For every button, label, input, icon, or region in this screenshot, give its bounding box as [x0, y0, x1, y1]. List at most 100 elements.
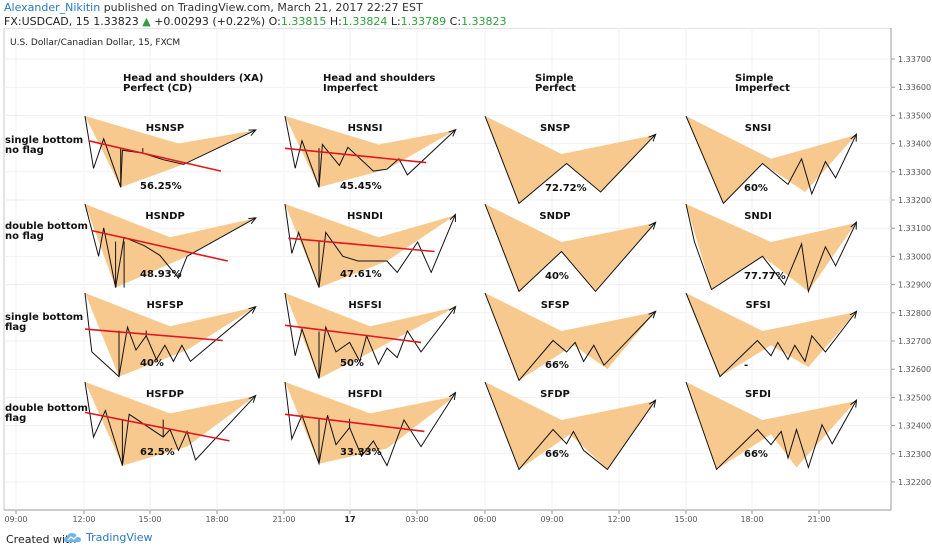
- row-label: no flag: [5, 231, 44, 242]
- pattern-fill: [485, 382, 655, 470]
- chart-title: U.S. Dollar/Canadian Dollar, 15, FXCM: [10, 38, 180, 48]
- pattern-name: HSFDP: [146, 389, 184, 400]
- neckline: [84, 328, 223, 342]
- time-tick-label: 12:00: [72, 515, 95, 524]
- column-header: Imperfect: [735, 83, 790, 94]
- pattern-fill: [285, 116, 455, 188]
- pattern-fill: [485, 204, 655, 292]
- pattern-name: SFSI: [746, 300, 771, 311]
- pattern-cell: SNSP 72.72%: [484, 115, 655, 205]
- time-tick-label: 09:00: [540, 515, 563, 524]
- pattern-cell: SNDI 77.77%: [685, 203, 856, 294]
- neckline: [288, 237, 435, 253]
- price-path: [84, 292, 255, 378]
- pattern-percent: 60%: [744, 183, 768, 194]
- price-path: [284, 115, 455, 188]
- pattern-percent: 40%: [545, 271, 569, 282]
- chart-canvas[interactable]: U.S. Dollar/Canadian Dollar, 15, FXCM 1.…: [0, 28, 932, 528]
- pattern-percent: 33.33%: [340, 447, 382, 458]
- time-tick-label: 15:00: [674, 515, 697, 524]
- price-tick-label: 1.32900: [898, 281, 931, 290]
- pattern-cell: SFDP 66%: [484, 381, 655, 471]
- price-path: [484, 381, 655, 471]
- pattern-cell: SFSI -: [685, 292, 856, 378]
- author-link[interactable]: Alexander_Nikitin: [4, 1, 101, 14]
- pattern-name: SNSI: [745, 123, 772, 134]
- column-headers: Head and shoulders (XA)Perfect (CD) Head …: [123, 73, 790, 94]
- price-path: [484, 292, 655, 382]
- change-arrow-icon: ▲: [142, 15, 151, 28]
- row-label: no flag: [5, 145, 44, 156]
- pattern-fill: [85, 116, 255, 188]
- price-path: [84, 115, 255, 188]
- pattern-fill: [686, 382, 856, 470]
- row-label: double bottom: [5, 403, 88, 414]
- last-price: 1.33823: [93, 15, 139, 28]
- neckline: [88, 139, 222, 172]
- price-tick-label: 1.33300: [898, 168, 931, 177]
- column-header: Head and shoulders: [323, 73, 435, 84]
- price-tick-label: 1.33100: [898, 224, 931, 233]
- pattern-name: SFDP: [540, 389, 570, 400]
- pattern-cell: HSFDI 33.33%: [284, 381, 455, 467]
- pattern-cell: HSFSP 40%: [84, 292, 255, 378]
- pattern-name: SFDI: [745, 389, 771, 400]
- pattern-name: SNDI: [744, 211, 772, 222]
- pattern-fill: [686, 116, 856, 204]
- price-tick-label: 1.33500: [898, 111, 931, 120]
- price-path: [685, 292, 856, 378]
- published-text: published on TradingView.com, March 21, …: [103, 1, 423, 14]
- price-tick-label: 1.32600: [898, 365, 931, 374]
- pattern-name: HSFSI: [348, 300, 381, 311]
- price-tick-label: 1.33700: [898, 55, 931, 64]
- pattern-fill: [485, 116, 655, 204]
- high-label: H:: [329, 15, 342, 28]
- price-tick-label: 1.32800: [898, 309, 931, 318]
- time-tick-label: 17: [344, 515, 355, 524]
- pattern-name: SNSP: [540, 123, 570, 134]
- neckline: [284, 413, 425, 433]
- pattern-percent: 40%: [140, 358, 164, 369]
- time-tick-label: 15:00: [138, 515, 161, 524]
- price-path: [685, 115, 856, 205]
- time-tick-label: 03:00: [405, 515, 428, 524]
- pattern-fill: [285, 382, 455, 464]
- pattern-percent: -: [744, 360, 748, 371]
- high-value: 1.33824: [341, 15, 388, 28]
- neckline: [284, 324, 422, 344]
- price-tick-label: 1.33200: [898, 196, 931, 205]
- pattern-name: HSNDI: [347, 211, 383, 222]
- price-tick-label: 1.33600: [898, 83, 931, 92]
- price-path: [484, 203, 655, 293]
- price-axis-ticks: 1.33700 1.33600 1.33500 1.33400 1.33300 1.332…: [891, 55, 931, 487]
- open-label: O:: [268, 15, 281, 28]
- tradingview-brand[interactable]: TradingView: [64, 531, 152, 544]
- price-axis[interactable]: [891, 28, 932, 510]
- tradingview-cloud-icon: [64, 533, 81, 542]
- column-header: Head and shoulders (XA): [123, 73, 263, 84]
- pattern-name: HSFSP: [147, 300, 184, 311]
- pattern-cell: HSNDP 48.93%: [84, 203, 255, 288]
- pattern-name: HSNSP: [146, 123, 184, 134]
- created-with-label: Created with: [6, 533, 77, 546]
- pattern-percent: 62.5%: [140, 447, 175, 458]
- pattern-percent: 66%: [545, 360, 569, 371]
- price-path: [685, 381, 856, 471]
- symbol: FX:USDCAD, 15: [4, 15, 90, 28]
- pattern-fill: [485, 293, 655, 381]
- pattern-cell: SFDI 66%: [685, 381, 856, 471]
- pattern-cell: HSNDI 47.61%: [284, 203, 455, 288]
- neckline: [91, 229, 228, 262]
- time-tick-label: 18:00: [205, 515, 228, 524]
- price-tick-label: 1.32400: [898, 422, 931, 431]
- time-tick-label: 21:00: [272, 515, 295, 524]
- vertical-gridlines: [15, 28, 820, 510]
- neckline: [284, 147, 427, 164]
- row-label: flag: [5, 413, 26, 424]
- pattern-cell: SNSI 60%: [685, 115, 856, 205]
- pattern-percent: 77.77%: [744, 271, 786, 282]
- pattern-grid: HSNSP 56.25% HSNSI 45.45% SNSP 72.72% SNSI 60% H…: [84, 115, 856, 471]
- price-tick-label: 1.32500: [898, 393, 931, 402]
- pattern-percent: 47.61%: [340, 269, 382, 280]
